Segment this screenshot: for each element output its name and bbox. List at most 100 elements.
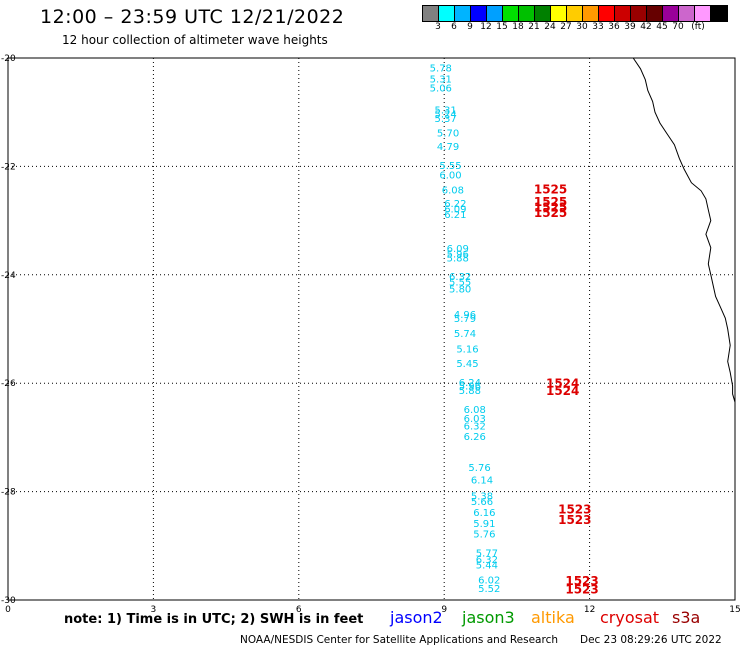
legend-swatch: [503, 6, 519, 21]
swh-value-label: 5.77: [476, 549, 498, 560]
legend-swatch: [599, 6, 615, 21]
x-tick-label: 9: [441, 605, 447, 615]
legend-label: 18: [512, 22, 524, 32]
legend-swatch: [567, 6, 583, 21]
legend-swatch: [583, 6, 599, 21]
legend-swatch: [647, 6, 663, 21]
note-text: note: 1) Time is in UTC; 2) SWH is in fe…: [64, 612, 364, 627]
swh-value-label: 6.32: [464, 421, 486, 432]
swh-value-label: 5.76: [468, 463, 490, 474]
satellite-label: jason2: [390, 608, 443, 627]
y-tick-label: -28: [1, 488, 16, 498]
swh-value-label: 5.76: [473, 530, 495, 541]
legend-swatch: [631, 6, 647, 21]
swh-value-label: 5.52: [478, 584, 500, 595]
swh-value-label: 5.55: [449, 278, 471, 289]
legend-swatch: [551, 6, 567, 21]
swh-value-label: 6.08: [464, 405, 486, 416]
x-tick-label: 3: [151, 605, 157, 615]
legend-label: 24: [544, 22, 556, 32]
pass-time-label: 1523: [558, 502, 591, 516]
legend-swatch: [711, 6, 727, 21]
x-tick-label: 0: [5, 605, 11, 615]
legend-swatch: [695, 6, 711, 21]
swh-value-label: 5.38: [471, 492, 493, 503]
pass-time-label: 1525: [534, 195, 567, 209]
swh-value-label: 6.03: [464, 414, 486, 425]
swh-value-label: 5.79: [454, 314, 476, 325]
swh-value-label: 5.45: [456, 359, 478, 370]
legend-label: 6: [451, 22, 457, 32]
legend-swatch: [535, 6, 551, 21]
swh-value-label: 5.88: [459, 386, 481, 397]
swh-value-label: 5.37: [435, 114, 457, 125]
legend-label: 12: [480, 22, 492, 32]
legend-swatch: [439, 6, 455, 21]
credit-text: NOAA/NESDIS Center for Satellite Applica…: [240, 634, 558, 646]
swh-value-label: 5.70: [437, 129, 459, 140]
color-scale-legend: [422, 5, 728, 22]
y-tick-label: -30: [1, 596, 16, 606]
swh-value-label: 5.44: [476, 561, 498, 572]
pass-time-label: 1523: [565, 574, 598, 588]
swh-value-label: 5.24: [435, 110, 457, 121]
legend-label: (ft): [691, 22, 705, 32]
grid-lines: [8, 58, 735, 600]
legend-swatch: [519, 6, 535, 21]
legend-label: 30: [576, 22, 588, 32]
swh-labels: 5.785.315.065.315.245.375.704.795.556.00…: [430, 64, 501, 595]
swh-value-label: 6.08: [442, 186, 464, 197]
legend-label: 21: [528, 22, 540, 32]
y-tick-label: -26: [1, 379, 16, 389]
pass-time-label: 1523: [565, 582, 598, 596]
swh-value-label: 5.31: [430, 74, 452, 85]
map-title: 12:00 – 23:59 UTC 12/21/2022: [40, 6, 345, 28]
swh-value-label: 5.66: [471, 497, 493, 508]
swh-value-label: 6.14: [471, 475, 493, 486]
swh-value-label: 5.16: [456, 344, 478, 355]
legend-swatch: [487, 6, 503, 21]
satellite-label: jason3: [462, 608, 515, 627]
x-tick-label: 12: [584, 605, 595, 615]
y-tick-label: -24: [1, 271, 16, 281]
swh-value-label: 4.79: [437, 142, 459, 153]
swh-value-label: 6.00: [439, 170, 461, 181]
swh-value-label: 5.31: [435, 105, 457, 116]
swh-value-label: 6.24: [459, 378, 481, 389]
swh-value-label: 4.96: [454, 310, 476, 321]
legend-label: 33: [592, 22, 604, 32]
swh-value-label: 6.26: [464, 432, 486, 443]
legend-swatch: [679, 6, 695, 21]
legend-swatch: [471, 6, 487, 21]
swh-value-label: 6.16: [473, 508, 495, 519]
legend-label: 27: [560, 22, 572, 32]
pass-time-label: 1525: [534, 206, 567, 220]
legend-label: 3: [435, 22, 441, 32]
swh-value-label: 5.96: [459, 382, 481, 393]
legend-swatch: [615, 6, 631, 21]
satellite-label: s3a: [672, 608, 701, 627]
map-subtitle: 12 hour collection of altimeter wave hei…: [62, 33, 328, 47]
legend-label: 15: [496, 22, 508, 32]
swh-value-label: 5.91: [473, 519, 495, 530]
swh-value-label: 5.78: [430, 64, 452, 75]
pass-time-label: 1524: [546, 384, 579, 398]
legend-swatch: [663, 6, 679, 21]
y-tick-label: -20: [1, 54, 16, 64]
legend-swatch: [455, 6, 471, 21]
legend-label: 9: [467, 22, 473, 32]
x-tick-label: 6: [296, 605, 302, 615]
pass-time-label: 1523: [558, 513, 591, 527]
swh-value-label: 6.02: [478, 576, 500, 587]
swh-value-label: 5.06: [430, 84, 452, 95]
legend-label: 70: [672, 22, 684, 32]
swh-value-label: 5.55: [439, 161, 461, 172]
legend-label: 45: [656, 22, 668, 32]
legend-label: 39: [624, 22, 636, 32]
y-tick-label: -22: [1, 162, 16, 172]
legend-swatch: [423, 6, 439, 21]
axis-tick-labels: 0 3 6 9 12 15 -20 -22 -24 -26 -28 -30: [1, 54, 740, 615]
timestamp-text: Dec 23 08:29:26 UTC 2022: [580, 634, 722, 646]
